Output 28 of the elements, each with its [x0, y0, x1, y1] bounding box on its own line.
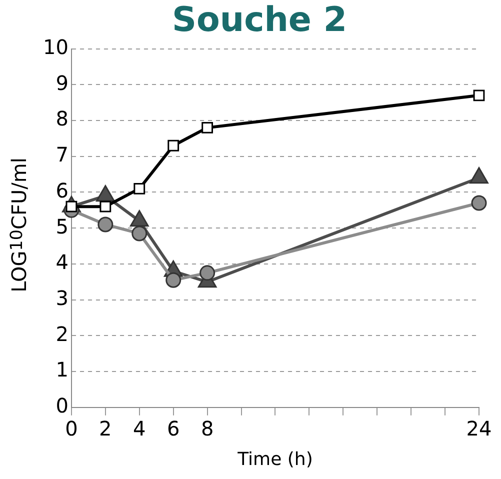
point [166, 272, 182, 288]
x-tick-label: 24 [466, 416, 492, 441]
x-tick-label: 4 [133, 416, 146, 441]
point [202, 122, 213, 134]
y-tick-label: 0 [56, 394, 68, 418]
y-tick-label: 1 [56, 358, 68, 382]
point [473, 90, 485, 102]
y-tick-label: 6 [56, 178, 68, 202]
y-tick-label: 10 [42, 35, 68, 60]
y-tick-label: 9 [56, 70, 68, 95]
x-axis-title: Time (h) [236, 448, 313, 470]
x-tick-label: 6 [166, 416, 180, 441]
point [98, 216, 114, 232]
point [134, 182, 146, 194]
point [471, 195, 487, 211]
x-tick-label: 2 [99, 416, 112, 441]
point [132, 226, 148, 242]
y-tick-label: 2 [56, 322, 68, 346]
y-tick-label: 7 [56, 142, 68, 167]
x-tick-label: 8 [200, 416, 214, 441]
y-tick-label: 5 [56, 214, 68, 238]
point [100, 200, 112, 212]
point [168, 140, 180, 152]
y-tick-label: 4 [56, 250, 68, 274]
point [200, 265, 216, 281]
y-tick-label: 3 [56, 286, 68, 310]
y-tick-label: 8 [56, 106, 68, 131]
chart-title: Souche 2 [172, 0, 347, 40]
